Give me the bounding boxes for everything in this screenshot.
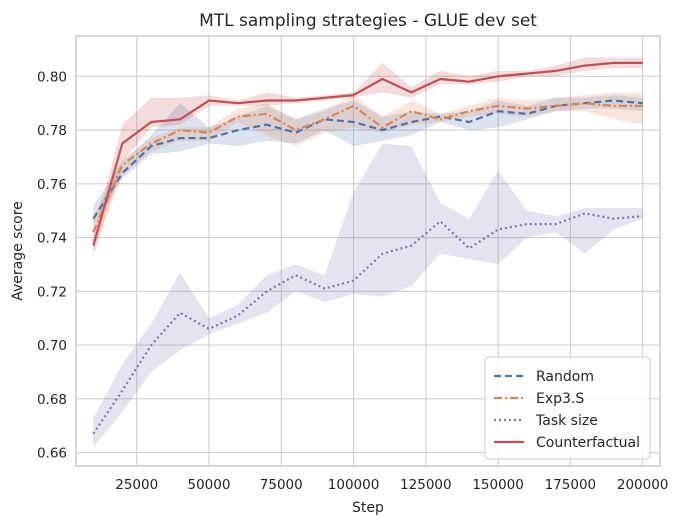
counterfactual-line [92,61,643,246]
y-axis-label: Average score [10,201,26,301]
y-tick-label: 0.70 [37,338,67,354]
task-size-line [92,212,643,435]
plot-frame [75,35,661,467]
x-axis-label: Step [352,500,384,516]
x-tick-label: 200000 [617,477,669,493]
x-tick-label: 75000 [260,477,303,493]
grid [76,36,660,466]
exp3-s-band [93,92,643,252]
exp3-s-legend-label: Exp3.S [536,391,584,407]
x-tick-label: 175000 [545,477,597,493]
x-tick-label: 50000 [188,477,231,493]
series-lines [92,61,643,435]
x-tick-label: 25000 [115,477,158,493]
y-tick-label: 0.72 [37,284,67,300]
task-size-band [93,143,643,448]
chart-title: MTL sampling strategies - GLUE dev set [199,11,537,31]
random-band [93,95,643,227]
x-tick-label: 100000 [328,477,380,493]
y-tick-label: 0.78 [37,123,67,139]
y-tick-label: 0.66 [37,446,67,462]
y-tick-label: 0.74 [37,231,67,247]
y-tick-label: 0.80 [37,69,67,85]
confidence-bands [93,57,643,448]
x-tick-labels: 25000 50000 75000 100000 125000 150000 175000 2… [115,477,668,493]
x-tick-label: 150000 [472,477,524,493]
y-tick-label: 0.76 [37,177,67,193]
legend: Random Exp3.S Task size Counterfactual [484,356,651,460]
legend-box [484,356,651,460]
y-tick-labels: 0.66 0.68 0.70 0.72 0.74 0.76 0.78 0.80 [37,69,67,461]
random-legend-label: Random [536,369,594,385]
y-tick-label: 0.68 [37,392,67,408]
exp3-s-line [92,102,643,233]
counterfactual-legend-label: Counterfactual [536,435,640,451]
x-tick-label: 125000 [400,477,452,493]
task-size-legend-label: Task size [535,413,598,429]
